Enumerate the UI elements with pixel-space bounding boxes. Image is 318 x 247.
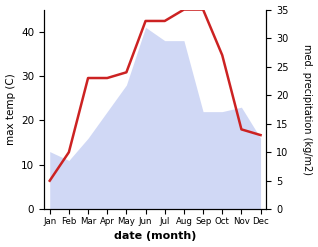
Y-axis label: med. precipitation (kg/m2): med. precipitation (kg/m2) (302, 44, 313, 175)
X-axis label: date (month): date (month) (114, 231, 196, 242)
Y-axis label: max temp (C): max temp (C) (5, 74, 16, 145)
